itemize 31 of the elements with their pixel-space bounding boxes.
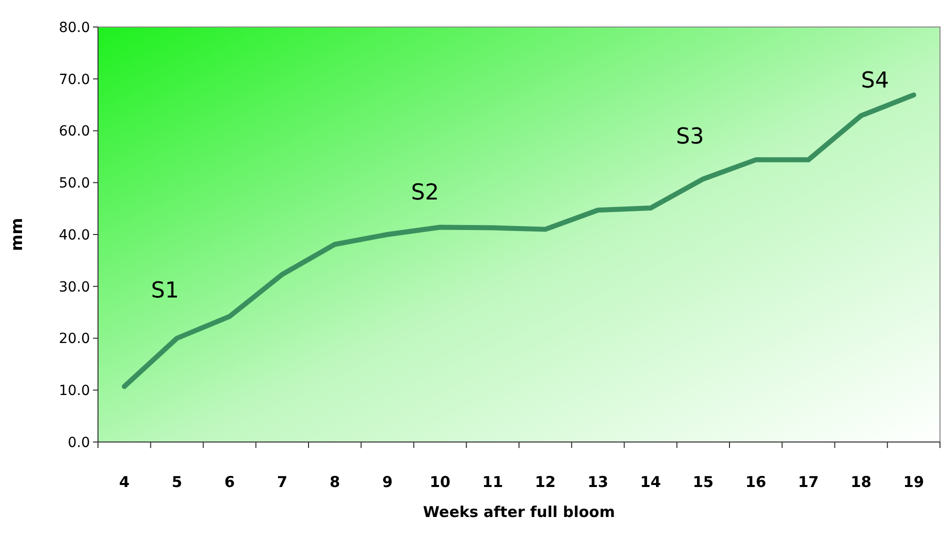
x-tick-label: 7 — [276, 473, 288, 491]
x-tick-label: 8 — [330, 473, 340, 491]
x-tick-label: 13 — [588, 473, 608, 491]
x-tick-label: 10 — [430, 473, 450, 491]
y-tick-label: 70.0 — [58, 72, 90, 88]
x-tick-label: 5 — [172, 473, 182, 491]
x-tick-label: 9 — [382, 473, 393, 491]
y-tick-label: 40.0 — [58, 227, 90, 244]
x-tick-label: 17 — [798, 473, 819, 491]
y-tick-label: 20.0 — [58, 331, 90, 348]
annotation: S3 — [676, 124, 704, 150]
annotation: S4 — [861, 68, 889, 94]
y-tick-label: 30.0 — [58, 279, 90, 296]
y-axis-title: mm — [7, 218, 26, 252]
x-tick-label: 4 — [119, 473, 130, 491]
annotation: S2 — [411, 180, 439, 206]
annotation: S1 — [151, 278, 179, 304]
x-tick-label: 16 — [745, 473, 766, 491]
x-tick-label: 12 — [534, 473, 556, 491]
x-tick-label: 19 — [903, 473, 924, 491]
x-tick-label: 18 — [850, 473, 872, 491]
x-tick-label: 14 — [640, 473, 661, 491]
y-tick-label: 60.0 — [58, 124, 90, 140]
x-axis-title: Weeks after full bloom — [423, 503, 615, 521]
y-tick-label: 80.0 — [58, 20, 90, 36]
y-tick-label: 10.0 — [58, 383, 90, 400]
x-tick-label: 6 — [224, 473, 235, 491]
y-tick-label: 50.0 — [58, 176, 90, 192]
x-tick-label: 15 — [692, 473, 714, 491]
x-tick-label: 11 — [482, 473, 504, 491]
y-tick-label: 0.0 — [68, 434, 90, 451]
